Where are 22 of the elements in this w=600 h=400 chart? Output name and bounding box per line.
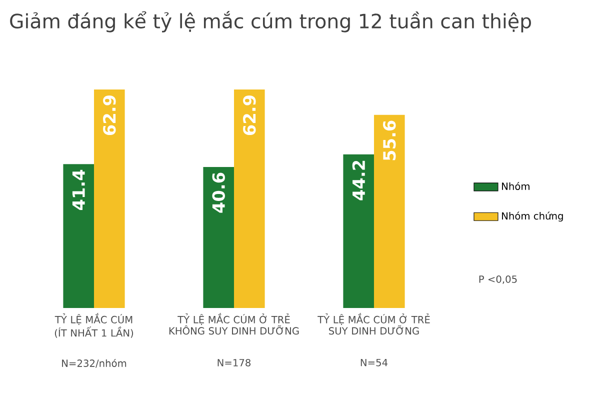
data-label: 44.2: [352, 160, 365, 200]
x-tick-label: TỶ LỆ MẮC CÚM Ở TRẺ SUY DINH DƯỠNG: [318, 312, 430, 335]
x-tick-label: TỶ LỆ MẮC CÚM Ở TRẺ KHÔNG SUY DINH DƯỠNG: [169, 312, 299, 335]
x-tick-label: TỶ LỆ MẮC CÚM (ÍT NHẤT 1 LẦN): [54, 312, 134, 338]
data-label: 62.9: [243, 96, 256, 136]
bar: [343, 154, 374, 308]
text: N=232/nhóm: [62, 358, 126, 368]
bar: [63, 164, 94, 308]
bar: [234, 89, 265, 308]
bar: [203, 166, 234, 308]
bar: [374, 114, 405, 308]
bar: [94, 89, 125, 308]
data-label: 62.9: [103, 96, 116, 136]
legend-label: Nhóm: [502, 182, 530, 190]
text: P <0,05: [479, 275, 517, 284]
data-label: 40.6: [212, 172, 225, 213]
chart-title: Giảm đáng kể tỷ lệ mắc cúm trong 12 tuần can thiệp: [10, 10, 531, 32]
data-label: 55.6: [383, 120, 396, 160]
text: N=178: [218, 358, 251, 366]
legend-label: Nhóm chứng: [502, 212, 563, 222]
text: N=54: [360, 358, 388, 366]
data-label: 41.4: [72, 170, 85, 210]
